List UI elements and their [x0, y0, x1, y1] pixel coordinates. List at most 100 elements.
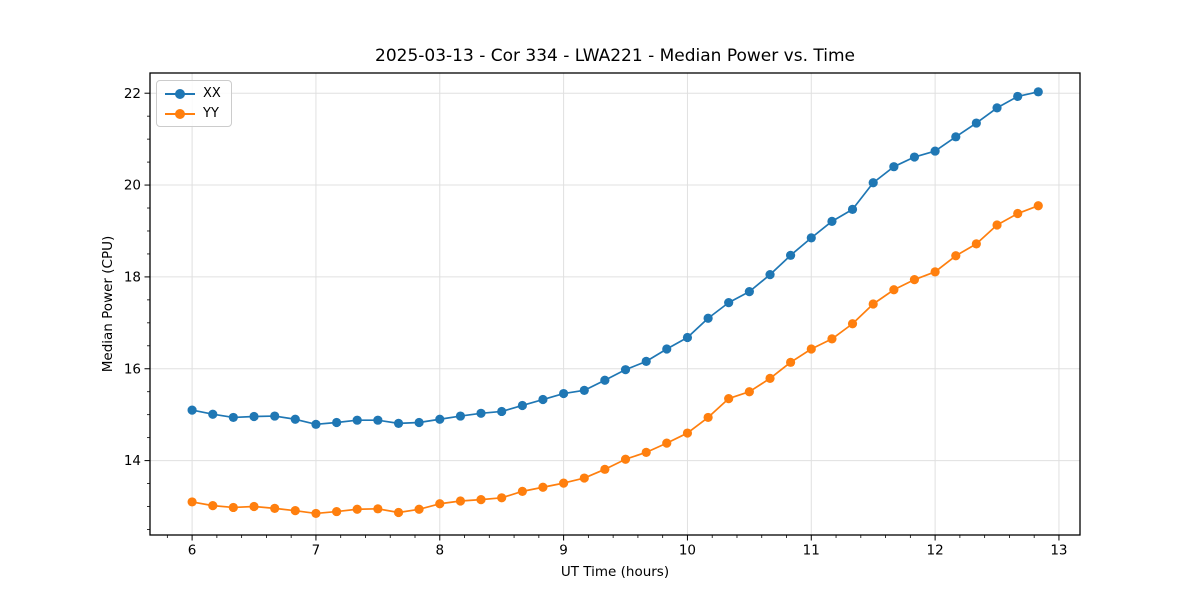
x-tick-label: 13 — [1050, 543, 1067, 559]
x-tick-label: 9 — [559, 543, 568, 559]
y-tick-label: 18 — [124, 269, 141, 285]
data-point-yy — [992, 220, 1002, 230]
data-point-xx — [600, 375, 610, 385]
series-line-yy — [191, 204, 1039, 515]
data-point-yy — [270, 503, 280, 513]
x-tick-label: 11 — [803, 543, 820, 559]
data-point-yy — [641, 447, 651, 457]
data-point-yy — [951, 251, 961, 261]
data-point-yy — [476, 495, 486, 505]
data-point-xx — [187, 405, 197, 415]
data-point-yy — [620, 454, 631, 464]
data-point-yy — [889, 285, 899, 295]
legend-item-yy: YY — [165, 105, 221, 122]
data-point-xx — [208, 409, 218, 419]
data-point-xx — [559, 388, 569, 399]
data-point-yy — [827, 334, 837, 344]
data-point-xx — [393, 418, 404, 428]
data-point-xx — [620, 365, 631, 375]
data-point-xx — [703, 313, 713, 323]
data-point-xx — [641, 356, 651, 367]
x-tick-label: 6 — [188, 543, 197, 559]
legend: XX YY — [156, 80, 232, 127]
data-point-yy — [786, 357, 796, 367]
data-point-yy — [765, 373, 775, 383]
axes-spines — [149, 72, 1081, 536]
data-point-xx — [538, 394, 548, 405]
data-point-yy — [1013, 208, 1023, 219]
data-point-yy — [290, 506, 300, 516]
data-point-yy — [909, 275, 920, 285]
data-point-yy — [868, 299, 878, 309]
data-point-yy — [497, 493, 507, 503]
y-tick-label: 22 — [124, 86, 141, 102]
data-point-yy — [311, 508, 321, 519]
data-point-yy — [249, 501, 259, 512]
x-tick-label: 10 — [679, 543, 696, 559]
data-point-yy — [682, 428, 693, 438]
data-point-yy — [414, 504, 424, 514]
data-point-xx — [992, 103, 1002, 113]
data-point-yy — [538, 482, 548, 492]
data-point-xx — [497, 406, 507, 417]
data-point-xx — [909, 152, 920, 162]
data-point-xx — [682, 332, 693, 343]
data-point-xx — [414, 417, 424, 428]
data-point-xx — [744, 287, 754, 297]
data-point-yy — [559, 478, 569, 488]
data-point-xx — [847, 204, 858, 214]
data-point-xx — [930, 146, 940, 156]
data-point-xx — [332, 417, 342, 428]
data-point-xx — [455, 411, 466, 421]
x-axis-label: UT Time (hours) — [560, 564, 670, 580]
data-point-yy — [600, 464, 610, 474]
data-point-yy — [228, 502, 238, 513]
data-point-yy — [971, 239, 981, 249]
legend-dot-icon — [175, 88, 185, 99]
data-point-xx — [724, 298, 734, 308]
data-point-xx — [827, 216, 837, 226]
data-point-xx — [662, 344, 672, 354]
data-point-yy — [332, 506, 342, 517]
data-point-yy — [806, 344, 816, 354]
series-line-xx — [191, 91, 1039, 426]
data-point-xx — [228, 412, 238, 423]
data-point-yy — [517, 486, 527, 496]
data-point-xx — [1033, 87, 1043, 97]
data-point-yy — [393, 507, 404, 518]
legend-dot-icon — [175, 108, 185, 119]
data-point-yy — [435, 499, 445, 509]
data-point-yy — [1033, 201, 1043, 211]
legend-item-xx: XX — [165, 85, 221, 102]
data-point-xx — [352, 415, 362, 425]
data-point-xx — [435, 414, 445, 424]
legend-marker-xx — [165, 88, 195, 99]
data-point-xx — [373, 415, 383, 425]
y-tick-label: 14 — [124, 453, 141, 469]
data-point-yy — [847, 319, 858, 329]
data-point-xx — [868, 178, 878, 188]
data-point-xx — [806, 233, 816, 243]
data-point-xx — [579, 385, 589, 395]
data-point-yy — [703, 412, 713, 423]
data-point-yy — [579, 473, 589, 483]
data-point-xx — [786, 250, 796, 260]
chart-title: 2025-03-13 - Cor 334 - LWA221 - Median P… — [375, 46, 855, 66]
data-point-xx — [951, 132, 961, 142]
data-point-yy — [187, 497, 197, 507]
y-tick-label: 16 — [124, 361, 141, 377]
x-tick-label: 7 — [312, 543, 321, 559]
data-point-yy — [208, 501, 218, 511]
data-point-xx — [476, 408, 486, 418]
legend-label-yy: YY — [203, 106, 219, 121]
x-tick-label: 12 — [927, 543, 944, 559]
data-point-xx — [971, 118, 981, 128]
y-tick-label: 20 — [124, 178, 141, 194]
data-point-yy — [930, 267, 940, 277]
x-tick-label: 8 — [435, 543, 444, 559]
data-point-yy — [662, 438, 672, 448]
data-point-xx — [1013, 91, 1023, 102]
data-point-xx — [270, 411, 280, 421]
